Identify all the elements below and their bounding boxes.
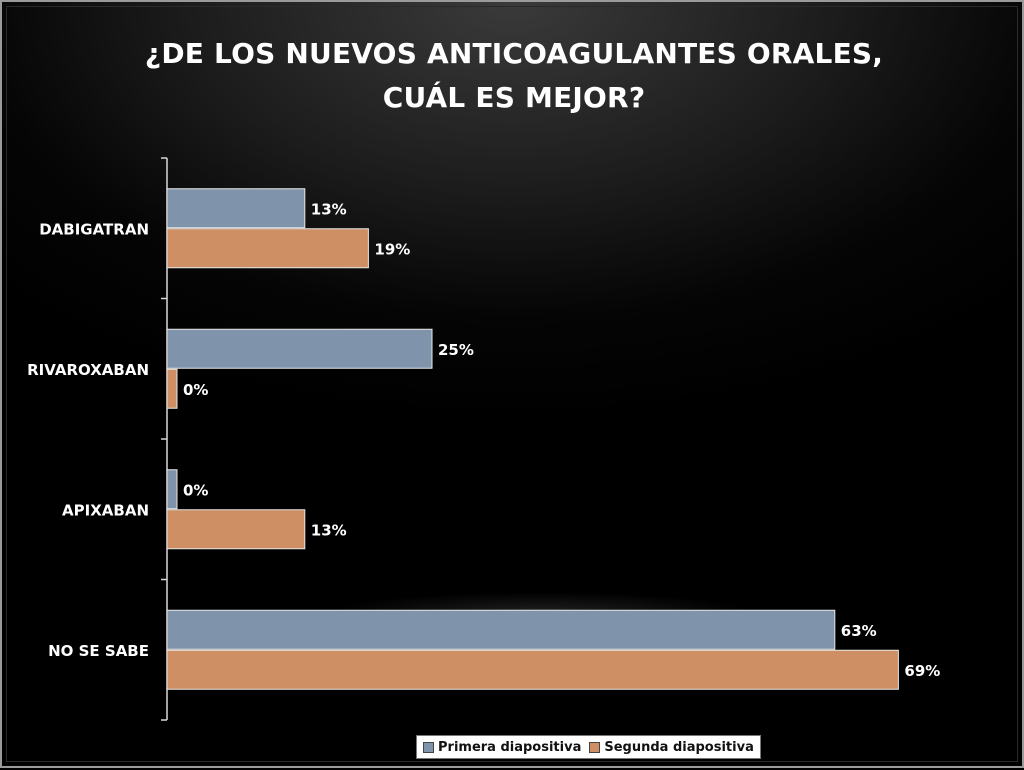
- data-label: 13%: [311, 200, 347, 218]
- legend-swatch-segunda: [589, 741, 601, 753]
- chart-legend: Primera diapositiva Segunda diapositiva: [416, 735, 761, 759]
- category-label: DABIGATRAN: [39, 220, 149, 238]
- data-label: 25%: [438, 341, 474, 359]
- bar-segunda: [166, 509, 306, 550]
- chart-title: ¿DE LOS NUEVOS ANTICOAGULANTES ORALES, C…: [144, 37, 884, 114]
- bar-segunda: [166, 228, 369, 269]
- category-label: NO SE SABE: [48, 642, 149, 660]
- bar-primera: [166, 609, 836, 650]
- data-label: 13%: [311, 521, 347, 539]
- legend-item-primera: Primera diapositiva: [423, 740, 581, 755]
- legend-label-primera: Primera diapositiva: [438, 739, 582, 755]
- bar-primera: [166, 328, 433, 369]
- data-label: 0%: [183, 481, 208, 499]
- category-label: APIXABAN: [62, 501, 149, 519]
- legend-swatch-primera: [423, 741, 434, 753]
- bar-segunda: [166, 368, 178, 409]
- category-label: RIVAROXABAN: [27, 361, 149, 379]
- bar-primera: [166, 469, 178, 510]
- bar-primera: [166, 188, 306, 229]
- bar-segunda: [166, 649, 899, 690]
- data-label: 63%: [841, 622, 877, 640]
- legend-item-segunda: Segunda diapositiva: [589, 739, 754, 755]
- data-label: 19%: [374, 240, 410, 258]
- legend-label-segunda: Segunda diapositiva: [604, 739, 754, 755]
- data-label: 69%: [904, 662, 940, 680]
- data-label: 0%: [183, 381, 208, 399]
